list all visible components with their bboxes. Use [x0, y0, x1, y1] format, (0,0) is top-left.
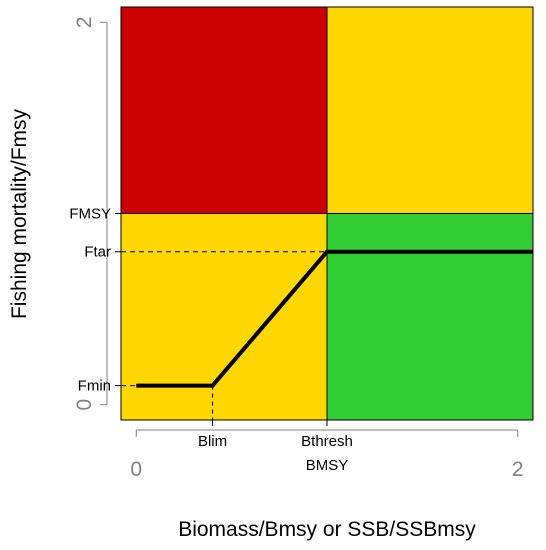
x-tick-label-1: 2 [512, 458, 524, 481]
fmin-label: Fmin [78, 378, 111, 395]
fmsy-label: FMSY [69, 206, 111, 223]
zone-rect-0 [121, 7, 327, 214]
y-tick-label-0: 0 [73, 399, 96, 411]
zone-rect-1 [327, 7, 533, 214]
zone-rect-3 [327, 213, 533, 420]
axis-ticks: 0 2 0 2 [73, 16, 524, 481]
reference-point-labels: Blim Bthresh BMSY FMSY Ftar Fmin [69, 206, 353, 475]
zone-rect-2 [121, 213, 327, 420]
x-axis-title: Biomass/Bmsy or SSB/SSBmsy [178, 518, 476, 541]
bthresh-label: Bthresh [301, 433, 353, 450]
hcr-line-0 [136, 249, 533, 388]
x-tick-label-0: 0 [130, 458, 142, 481]
stock-status-zones [121, 7, 533, 420]
harvest-control-rule-series [136, 249, 533, 388]
y-axis-title: Fishing mortality/Fmsy [8, 108, 31, 319]
bmsy-label: BMSY [306, 457, 349, 474]
y-tick-label-1: 2 [73, 16, 96, 28]
ftar-label: Ftar [84, 244, 111, 261]
blim-label: Blim [198, 433, 227, 450]
